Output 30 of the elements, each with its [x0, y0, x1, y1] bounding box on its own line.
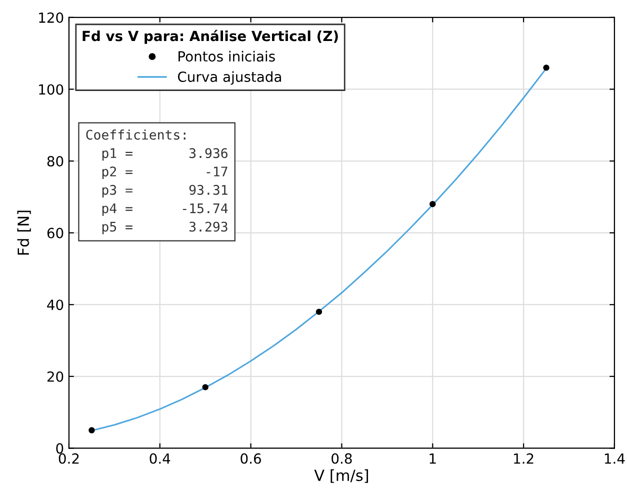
- y-tick-label: 60: [47, 228, 64, 238]
- point: [316, 308, 322, 315]
- annotation: p1 = 3.936: [102, 148, 228, 161]
- x-tick-label: 0.2: [58, 453, 79, 464]
- x-tick-label: 1.4: [604, 453, 625, 464]
- y-tick-label: 40: [47, 300, 64, 310]
- y-axis-title: Fd [N]: [17, 210, 31, 255]
- x-tick-label: 0.4: [150, 453, 170, 464]
- annotation: p5 = 3.293: [102, 222, 228, 234]
- x-tick-label: 0.8: [332, 453, 352, 464]
- legend-label: Curva ajustada: [178, 71, 281, 85]
- x-tick-label: 0.6: [240, 453, 261, 464]
- y-tick-label: 100: [39, 84, 64, 95]
- point: [430, 200, 436, 208]
- annotation: p2 = -17: [102, 166, 228, 180]
- y-tick-label: 0: [56, 443, 64, 454]
- x-axis-title: V [m/s]: [314, 469, 368, 483]
- legend-label: Pontos iniciais: [178, 50, 275, 62]
- annotation: p3 = 93.31: [102, 184, 228, 198]
- point: [88, 427, 95, 434]
- y-tick-label: 120: [39, 12, 64, 23]
- x-tick-label: 1.2: [514, 453, 534, 464]
- point: [202, 384, 208, 390]
- y-tick-label: 80: [47, 156, 64, 166]
- legend-title: Fd vs V para: Análise Vertical (Z): [82, 30, 338, 44]
- y-tick-label: 20: [47, 371, 64, 382]
- point: [543, 64, 550, 71]
- annotation: Coefficients:: [86, 130, 186, 140]
- x-tick-label: 1: [430, 453, 436, 464]
- annotation: p4 = -15.74: [102, 203, 228, 216]
